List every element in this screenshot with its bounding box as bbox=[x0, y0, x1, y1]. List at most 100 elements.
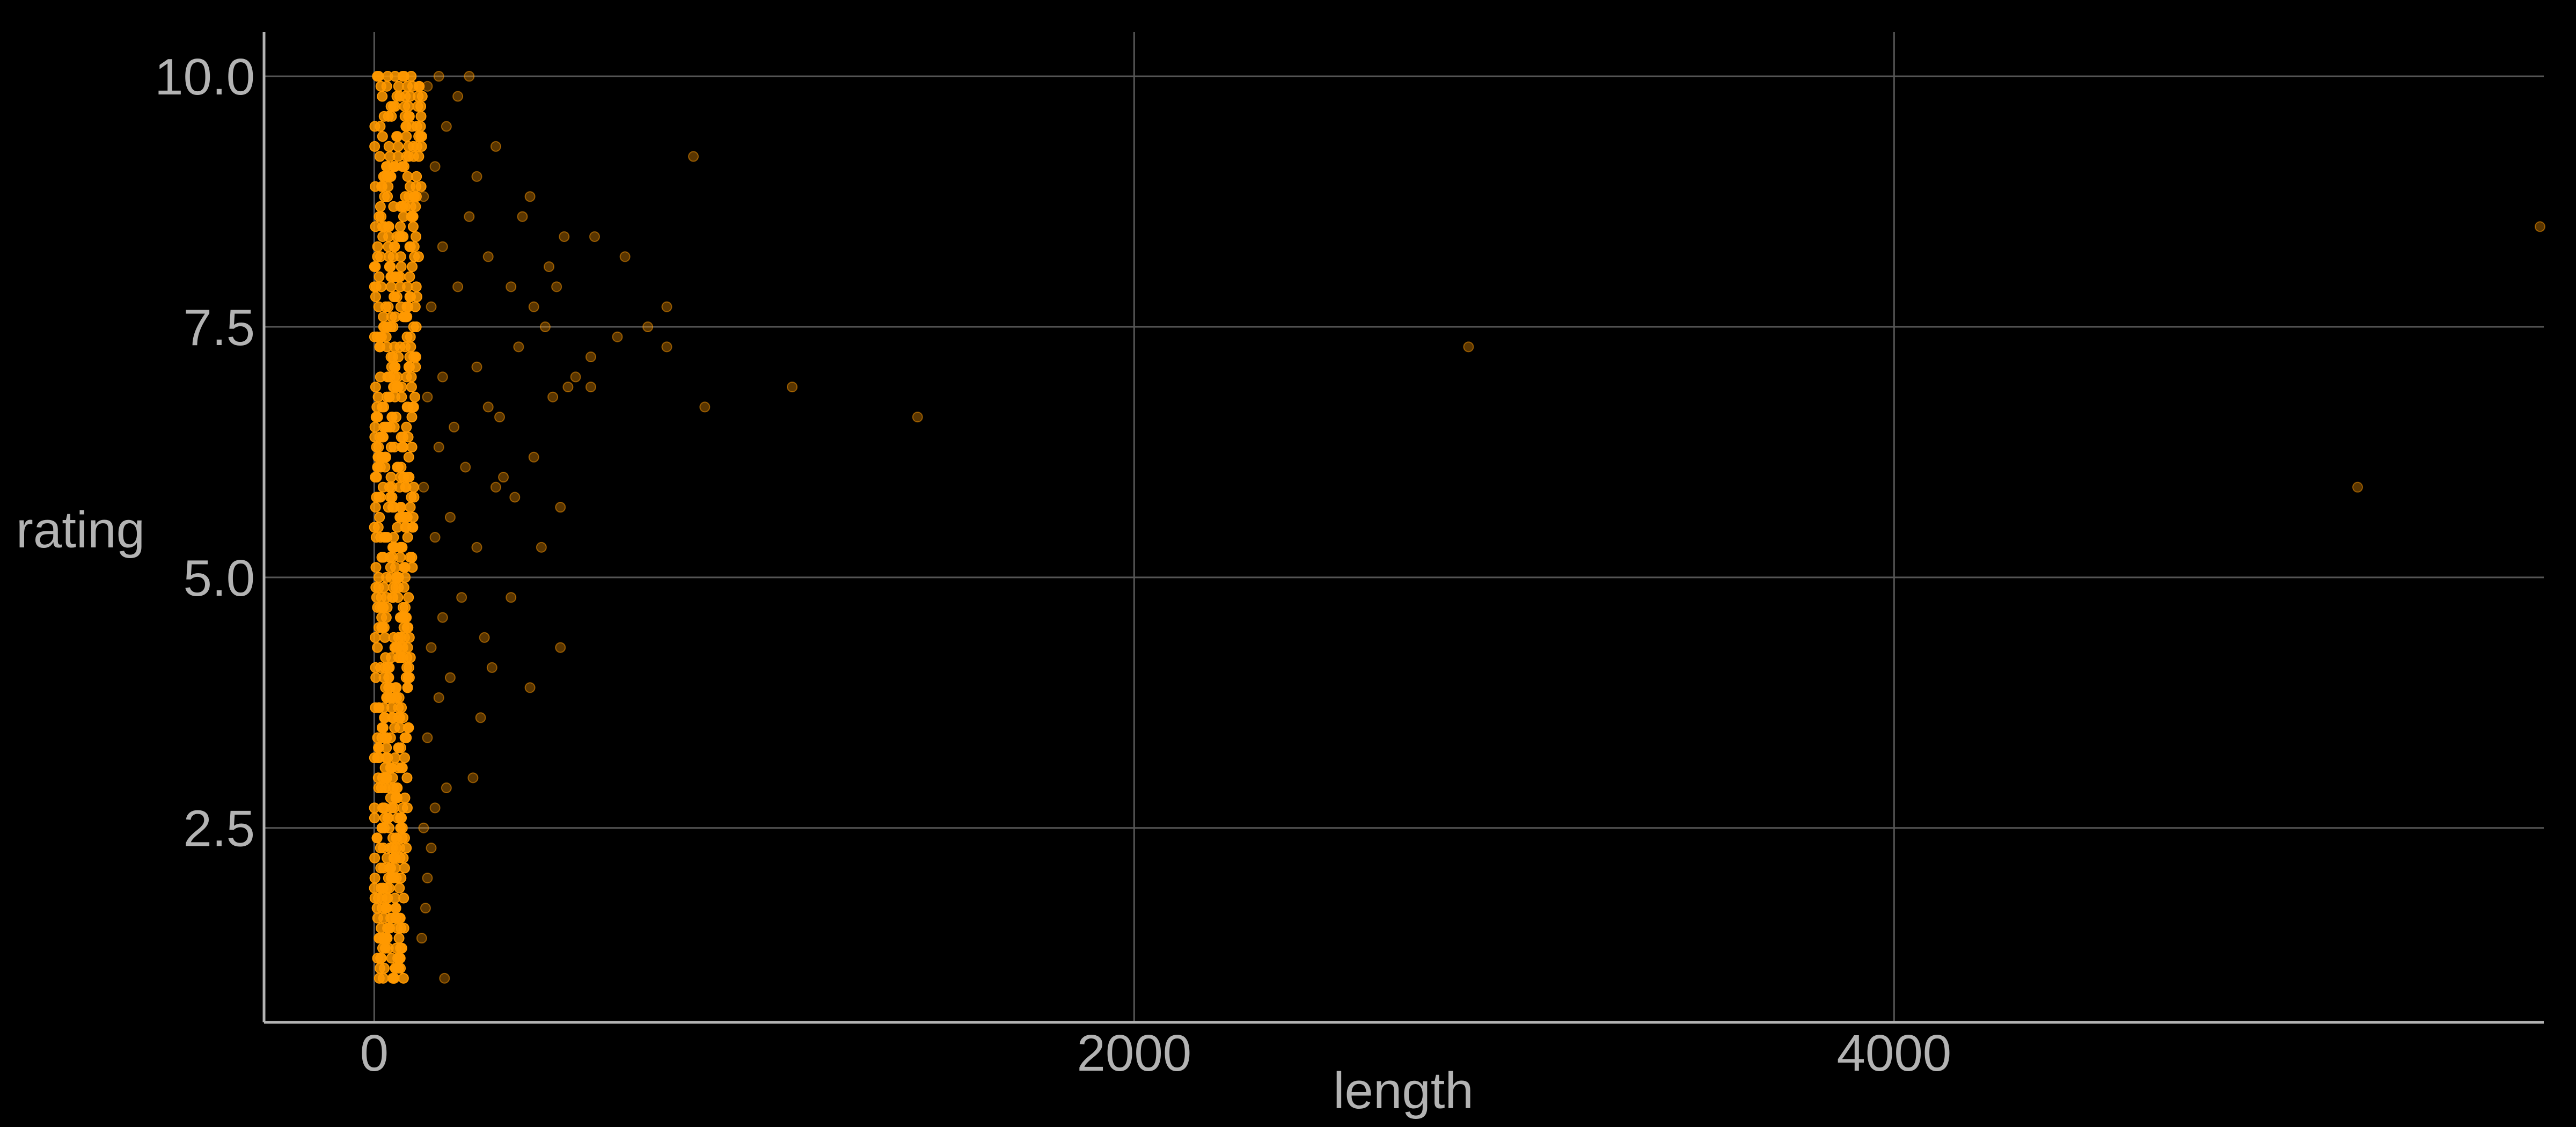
data-point bbox=[369, 421, 380, 433]
data-point bbox=[372, 462, 383, 473]
data-point bbox=[384, 692, 396, 703]
data-point bbox=[410, 201, 421, 212]
data-point bbox=[382, 171, 393, 182]
data-point bbox=[383, 141, 394, 152]
data-point bbox=[387, 251, 399, 262]
data-point bbox=[376, 181, 387, 192]
data-point bbox=[373, 702, 384, 713]
data-point bbox=[464, 71, 475, 82]
data-point bbox=[555, 502, 566, 513]
data-point bbox=[374, 511, 385, 523]
data-point bbox=[513, 341, 524, 353]
data-point bbox=[395, 472, 406, 483]
data-point bbox=[372, 642, 383, 653]
data-point bbox=[449, 421, 459, 433]
data-point bbox=[408, 151, 419, 162]
data-point bbox=[437, 612, 448, 623]
data-point bbox=[383, 682, 394, 693]
data-point bbox=[441, 121, 452, 132]
data-point bbox=[524, 191, 536, 202]
data-point bbox=[382, 923, 393, 934]
data-point bbox=[418, 191, 429, 202]
data-point bbox=[456, 592, 467, 603]
data-point bbox=[429, 532, 441, 543]
data-point bbox=[399, 732, 411, 743]
data-point bbox=[506, 281, 517, 292]
data-point bbox=[411, 121, 422, 132]
data-points bbox=[369, 71, 2545, 984]
data-point bbox=[482, 401, 494, 413]
data-point bbox=[699, 401, 711, 413]
data-point bbox=[385, 562, 396, 573]
data-point bbox=[404, 632, 415, 643]
data-point bbox=[433, 71, 444, 82]
data-point bbox=[426, 843, 437, 854]
data-point bbox=[406, 412, 418, 423]
data-point bbox=[394, 953, 405, 964]
data-point bbox=[418, 822, 429, 833]
data-point bbox=[555, 642, 566, 653]
data-point bbox=[528, 451, 539, 463]
data-point bbox=[395, 822, 406, 833]
data-point bbox=[404, 111, 415, 122]
data-point bbox=[385, 472, 397, 483]
data-point bbox=[401, 401, 413, 413]
data-point bbox=[407, 261, 418, 272]
data-point bbox=[398, 71, 409, 82]
data-point bbox=[405, 502, 416, 513]
data-point bbox=[394, 882, 405, 894]
data-point bbox=[372, 412, 383, 423]
data-point bbox=[385, 442, 397, 453]
data-point bbox=[411, 321, 422, 333]
data-point bbox=[370, 261, 381, 272]
data-point bbox=[380, 301, 391, 312]
data-point bbox=[411, 281, 422, 292]
data-point bbox=[403, 662, 414, 673]
data-point bbox=[375, 121, 386, 132]
data-point bbox=[379, 813, 391, 824]
data-point bbox=[517, 211, 528, 222]
data-point bbox=[401, 331, 413, 342]
data-point bbox=[395, 813, 406, 824]
data-point bbox=[377, 802, 389, 814]
data-point bbox=[385, 281, 397, 292]
data-point bbox=[406, 552, 418, 563]
data-point bbox=[370, 562, 382, 573]
data-point bbox=[422, 732, 433, 743]
data-point bbox=[401, 421, 412, 433]
data-point bbox=[410, 352, 421, 363]
data-point bbox=[387, 552, 398, 563]
data-point bbox=[376, 822, 387, 833]
data-point bbox=[547, 391, 559, 402]
data-point bbox=[374, 211, 385, 222]
data-point bbox=[371, 832, 383, 844]
data-point bbox=[415, 181, 427, 192]
data-point bbox=[391, 91, 402, 102]
data-point bbox=[377, 481, 389, 493]
data-point bbox=[398, 622, 409, 633]
data-point bbox=[494, 412, 505, 423]
data-point bbox=[372, 522, 384, 533]
data-point bbox=[389, 391, 400, 402]
data-point bbox=[475, 712, 486, 723]
data-point bbox=[389, 972, 400, 984]
data-point bbox=[369, 852, 380, 863]
data-point bbox=[389, 291, 400, 302]
data-point bbox=[437, 241, 448, 252]
data-point bbox=[393, 933, 405, 944]
data-point bbox=[370, 632, 381, 643]
x-axis-label: length bbox=[1333, 1062, 1474, 1119]
data-point bbox=[394, 281, 406, 292]
data-point bbox=[381, 903, 392, 914]
data-point bbox=[2352, 481, 2363, 493]
data-point bbox=[396, 642, 407, 653]
data-point bbox=[661, 301, 672, 312]
data-point bbox=[536, 541, 547, 553]
data-point bbox=[377, 221, 388, 232]
data-point bbox=[372, 912, 383, 924]
data-point bbox=[377, 722, 389, 733]
y-tick-label: 5.0 bbox=[184, 550, 255, 607]
data-point bbox=[612, 331, 623, 342]
